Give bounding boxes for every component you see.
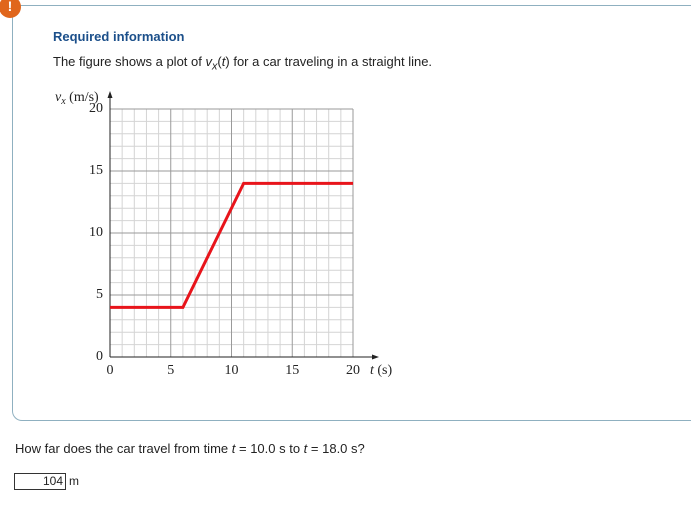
- unit: (m/s): [66, 90, 99, 105]
- var: t: [221, 54, 226, 69]
- subscript: x: [60, 96, 66, 107]
- x-tick-label: 20: [346, 363, 360, 378]
- text: (: [217, 54, 222, 69]
- alert-icon: !: [0, 0, 21, 18]
- unit: (s): [374, 363, 393, 378]
- var: t: [370, 363, 375, 378]
- text: The figure shows a plot of: [53, 54, 206, 69]
- text: = 18.0 s?: [307, 441, 365, 456]
- y-axis-label: vx (m/s): [55, 90, 99, 107]
- var: v: [55, 90, 62, 105]
- x-axis-arrow: [372, 354, 379, 360]
- y-tick-label: 5: [96, 287, 103, 302]
- y-tick-label: 0: [96, 349, 103, 364]
- var: v: [205, 54, 212, 69]
- x-axis-label: t (s): [370, 363, 393, 378]
- question: How far does the car travel from time t …: [15, 441, 365, 456]
- chart: vx (m/s) t (s) 0 5 10 15 20 0 5 10 15 20: [55, 90, 393, 378]
- subscript: x: [211, 60, 218, 73]
- intro: The figure shows a plot of vx(t) for a c…: [53, 54, 432, 73]
- y-tick-label: 20: [89, 101, 103, 116]
- var: t: [303, 441, 308, 456]
- x-tick-label: 0: [107, 363, 114, 378]
- info-card: [12, 5, 691, 421]
- y-tick-label: 15: [89, 163, 103, 178]
- text: = 10.0 s to: [235, 441, 304, 456]
- x-tick-label: 5: [167, 363, 174, 378]
- answer-unit: m: [69, 474, 79, 488]
- y-axis-arrow: [107, 91, 113, 98]
- answer-input[interactable]: 104: [14, 473, 66, 490]
- y-tick-label: 10: [89, 225, 103, 240]
- x-tick-label: 10: [225, 363, 239, 378]
- text: ): [225, 54, 230, 69]
- var: t: [231, 441, 236, 456]
- title: Required information: [53, 29, 185, 44]
- data-line: [110, 181, 353, 309]
- x-tick-label: 15: [285, 363, 299, 378]
- text: How far does the car travel from time: [15, 441, 232, 456]
- text: for a car traveling in a straight line.: [229, 54, 433, 69]
